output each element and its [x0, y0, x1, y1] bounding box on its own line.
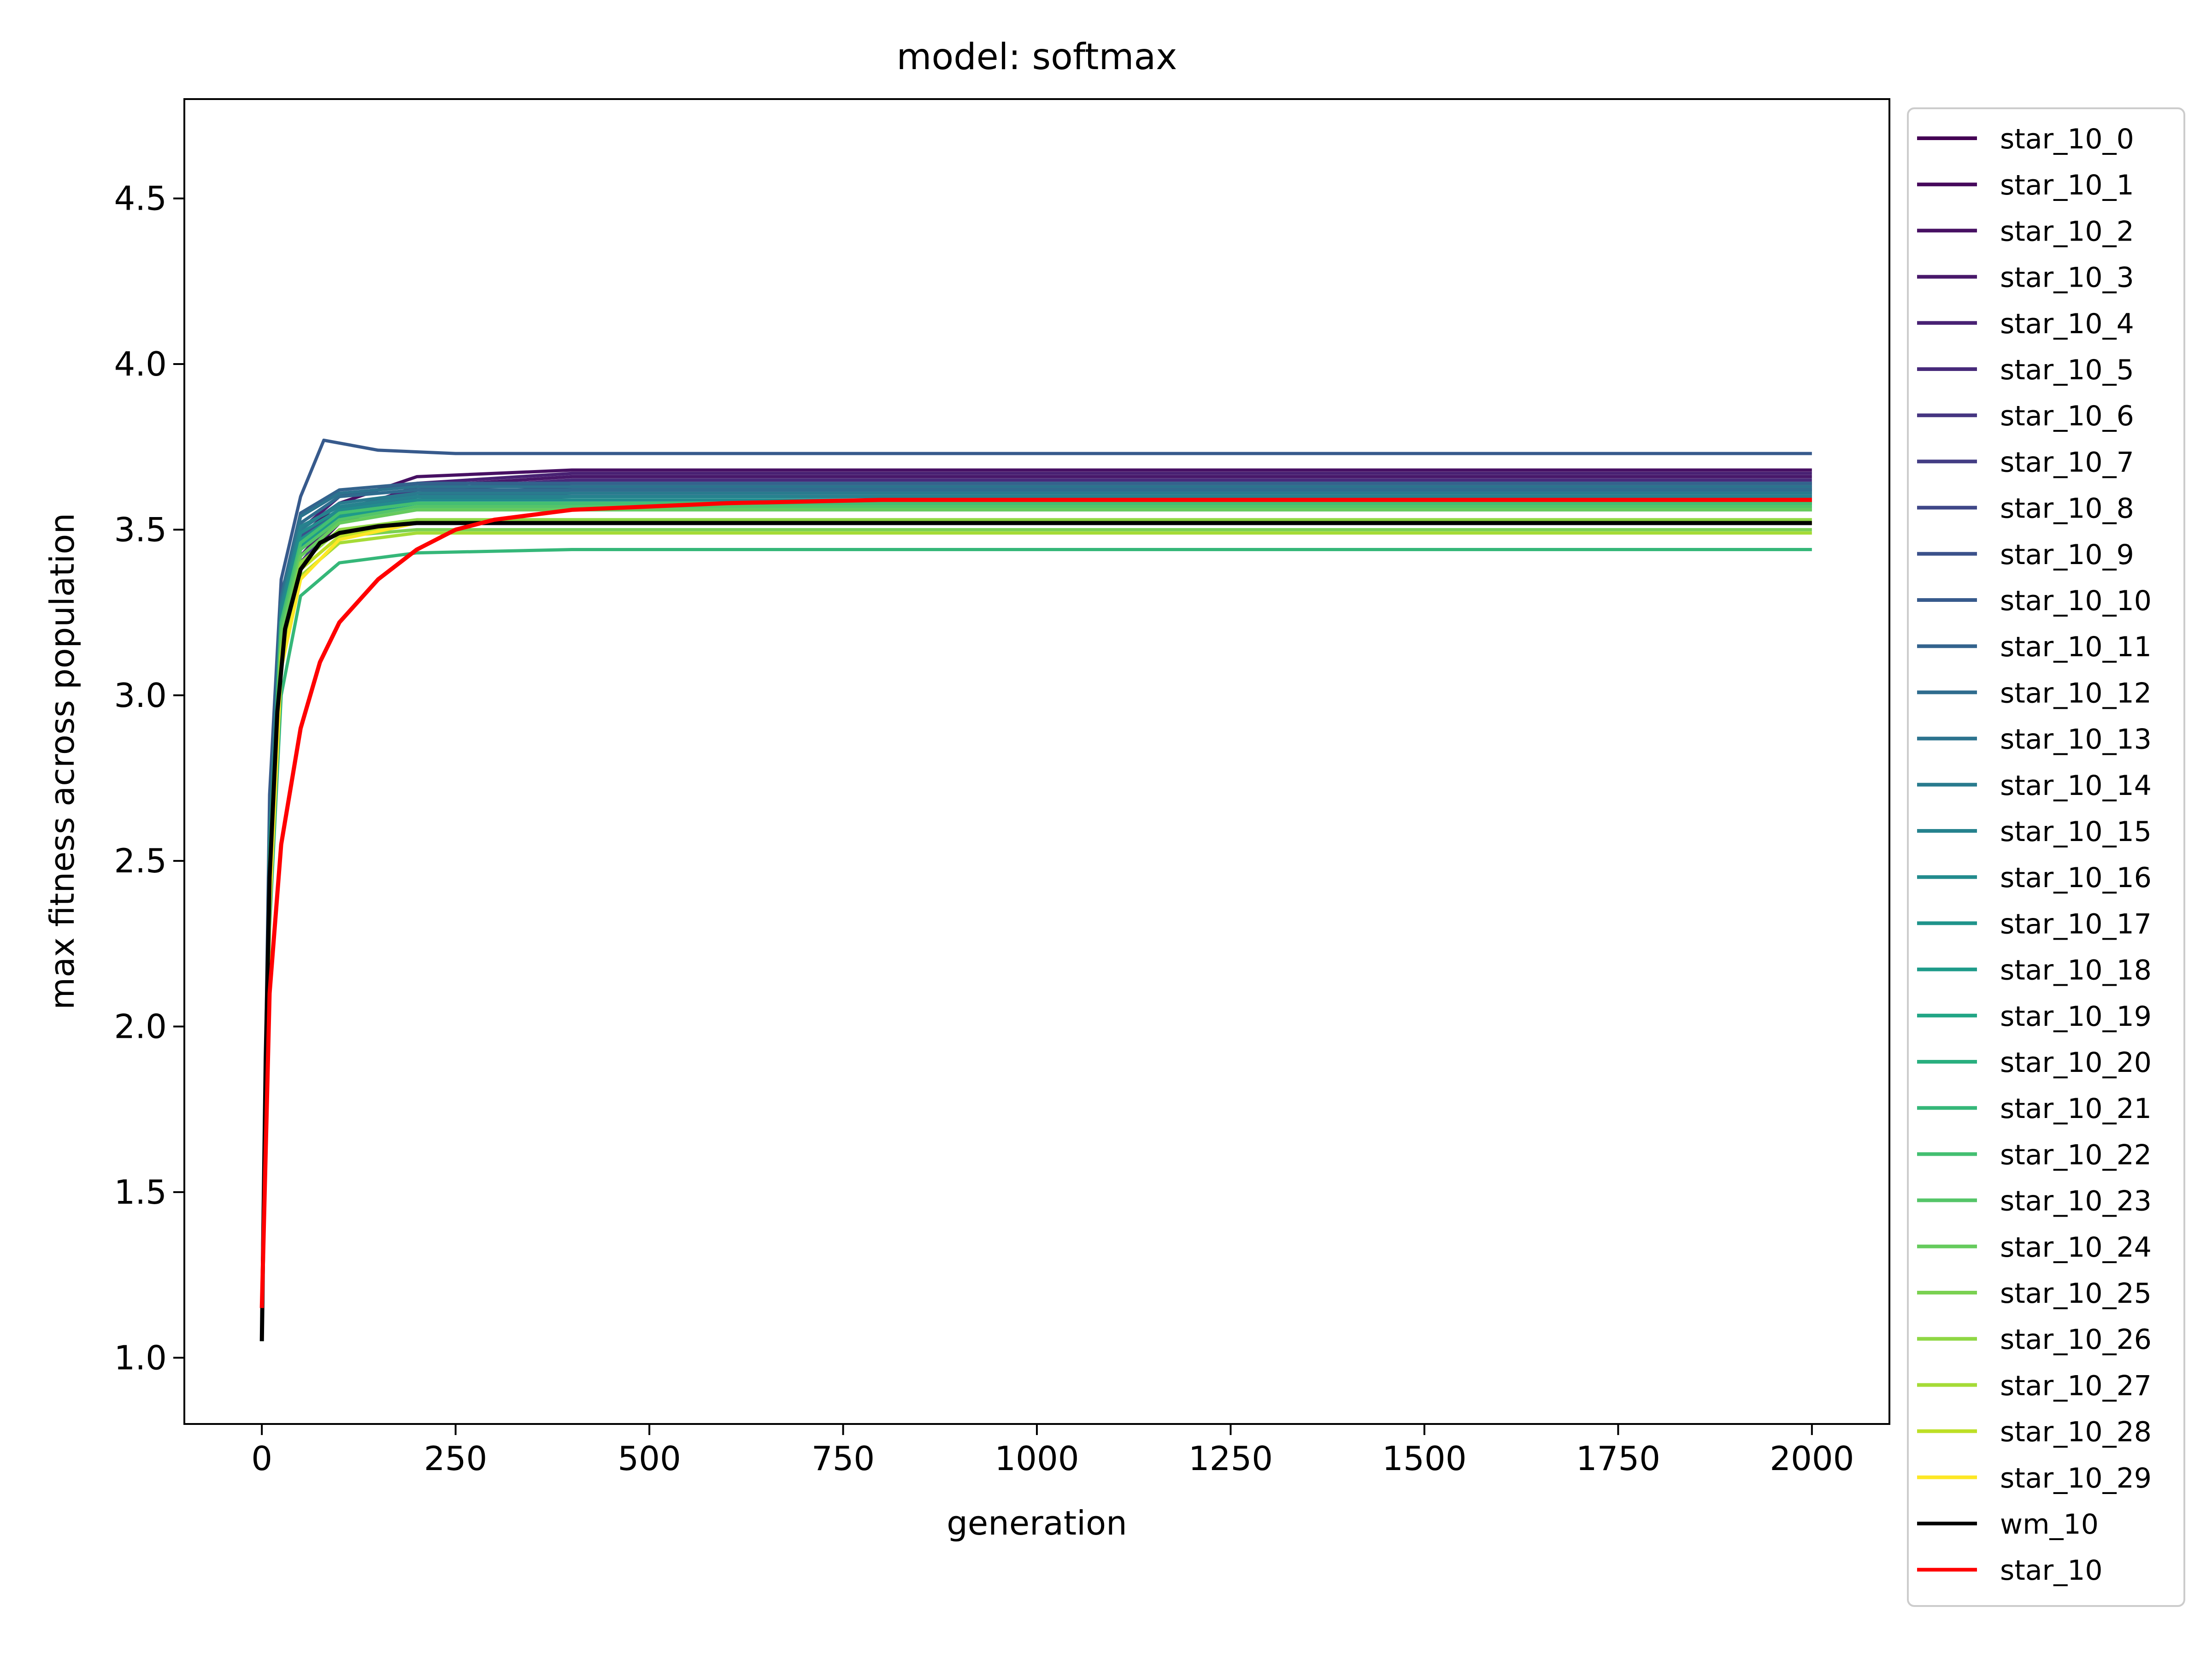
legend-label: star_10_19 — [2000, 1000, 2152, 1033]
y-tick-label: 1.0 — [114, 1338, 167, 1377]
y-axis-label: max fitness across population — [43, 513, 82, 1010]
x-tick-label: 1250 — [1188, 1439, 1273, 1478]
x-tick-label: 2000 — [1770, 1439, 1854, 1478]
legend-label: star_10_28 — [2000, 1416, 2152, 1448]
legend-label: star_10_0 — [2000, 123, 2134, 155]
y-tick-label: 2.5 — [114, 841, 167, 880]
x-tick-label: 0 — [251, 1439, 272, 1478]
y-tick-label: 3.5 — [114, 510, 167, 549]
plot-area — [184, 99, 1889, 1424]
legend-label: star_10_1 — [2000, 169, 2134, 201]
legend-label: star_10_2 — [2000, 215, 2134, 247]
legend-label: star_10_17 — [2000, 908, 2152, 940]
legend-label: star_10_10 — [2000, 585, 2152, 617]
legend-label: star_10_11 — [2000, 631, 2152, 663]
legend-label: star_10_14 — [2000, 770, 2152, 802]
x-tick-label: 750 — [812, 1439, 875, 1478]
legend-label: star_10_18 — [2000, 954, 2152, 987]
legend-label: star_10_12 — [2000, 677, 2152, 709]
legend-label: star_10_6 — [2000, 400, 2134, 432]
legend-label: star_10_8 — [2000, 493, 2134, 525]
legend: star_10_0 star_10_1 star_10_2 star_10_3star… — [1917, 123, 2152, 1587]
x-axis-label: generation — [947, 1504, 1127, 1542]
y-axis: 1.0 1.5 2.0 2.5 3.0 3.5 4.0 4.5 — [114, 179, 184, 1377]
legend-label: star_10_21 — [2000, 1093, 2152, 1125]
x-tick-label: 1500 — [1382, 1439, 1466, 1478]
chart-title: model: softmax — [897, 36, 1177, 78]
x-tick-label: 1000 — [994, 1439, 1079, 1478]
legend-label: wm_10 — [2000, 1508, 2099, 1541]
legend-label: star_10_13 — [2000, 724, 2152, 756]
x-tick-label: 250 — [424, 1439, 487, 1478]
legend-label: star_10_5 — [2000, 354, 2134, 386]
y-tick-label: 2.0 — [114, 1007, 167, 1046]
y-tick-label: 4.5 — [114, 179, 167, 218]
y-tick-label: 1.5 — [114, 1173, 167, 1212]
y-tick-label: 3.0 — [114, 676, 167, 715]
legend-label: star_10_4 — [2000, 308, 2134, 340]
legend-frame — [1907, 107, 2185, 1607]
legend-label: star_10_16 — [2000, 862, 2152, 894]
legend-label: star_10_27 — [2000, 1370, 2152, 1402]
legend-label: star_10_25 — [2000, 1277, 2152, 1310]
legend-label: star_10_7 — [2000, 446, 2134, 478]
legend-label: star_10_24 — [2000, 1231, 2152, 1264]
legend-label: star_10 — [2000, 1554, 2103, 1587]
legend-label: star_10_3 — [2000, 262, 2134, 294]
legend-label: star_10_20 — [2000, 1047, 2152, 1079]
y-tick-label: 4.0 — [114, 345, 167, 383]
series-group — [259, 438, 1812, 1341]
legend-label: star_10_23 — [2000, 1185, 2152, 1218]
x-tick-label: 1750 — [1576, 1439, 1660, 1478]
legend-label: star_10_9 — [2000, 539, 2134, 571]
x-axis: 0 250 500 750 1000 1250 1500 1750 2000 — [251, 1424, 1854, 1478]
legend-label: star_10_29 — [2000, 1462, 2152, 1494]
legend-label: star_10_26 — [2000, 1324, 2152, 1356]
series-line-star_10 — [259, 498, 1812, 1308]
legend-label: star_10_22 — [2000, 1139, 2152, 1171]
series-line-wm_10 — [259, 521, 1812, 1341]
legend-label: star_10_15 — [2000, 816, 2152, 848]
x-tick-label: 500 — [618, 1439, 681, 1478]
